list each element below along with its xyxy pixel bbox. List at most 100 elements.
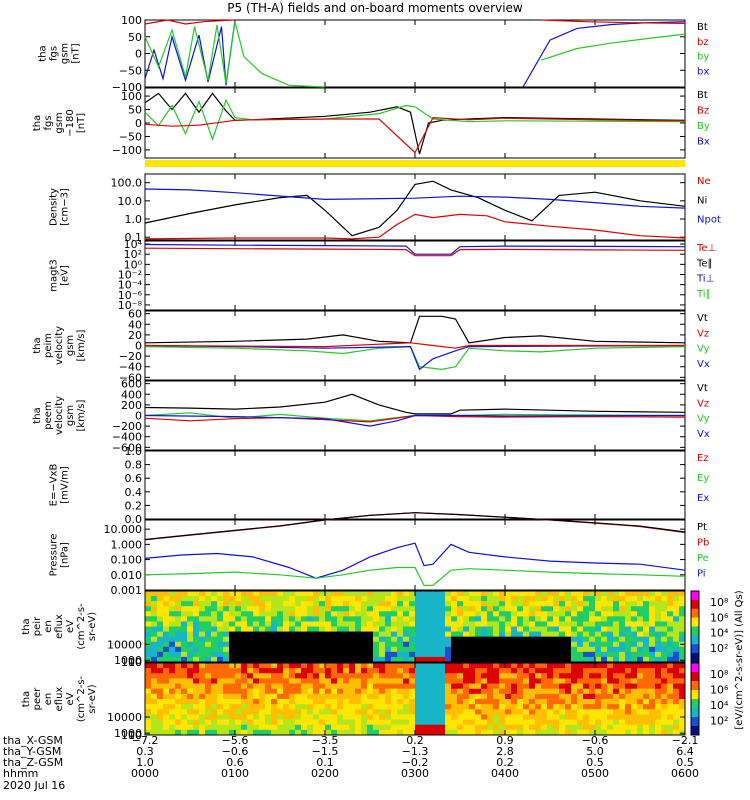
spectrogram-cell (175, 668, 182, 674)
spectrogram-cell (607, 641, 614, 648)
spectrogram-cell (343, 601, 350, 607)
spectrogram-cell (433, 678, 440, 685)
spectrogram-cell (235, 673, 242, 679)
spectrogram-cell (223, 651, 230, 658)
spectrogram-cell (295, 724, 302, 731)
spectrogram-cell (517, 626, 524, 633)
spectrogram-cell (403, 729, 410, 736)
spectrogram-cell (145, 591, 152, 597)
spectrogram-cell (541, 709, 548, 715)
spectrogram-cell (463, 621, 470, 627)
spectrogram-cell (595, 709, 602, 715)
spectrogram-cell (223, 688, 230, 695)
spectrogram-cell (283, 646, 290, 653)
spectrogram-cell (595, 704, 602, 710)
spectrogram-cell (559, 719, 566, 726)
spectrogram-cell (535, 636, 542, 643)
spectrogram-cell (175, 631, 182, 638)
spectrogram-cell (289, 636, 296, 643)
spectrogram-cell (421, 621, 428, 627)
y-tick-label: 100 (121, 90, 142, 103)
spectrogram-cell (301, 636, 308, 643)
colorbar-segment (691, 690, 699, 700)
spectrogram-cell (583, 646, 590, 653)
spectrogram-cell (457, 699, 464, 705)
spectrogram-cell (361, 646, 368, 653)
spectrogram-cell (457, 646, 464, 653)
spectrogram-cell (247, 641, 254, 648)
spectrogram-cell (499, 663, 506, 669)
spectrogram-cell (679, 678, 686, 685)
spectrogram-cell (427, 631, 434, 638)
spectrogram-cell (163, 596, 170, 602)
spectrogram-cell (433, 596, 440, 602)
spectrogram-cell (421, 641, 428, 648)
spectrogram-cell (559, 631, 566, 638)
spectrogram-cell (463, 668, 470, 674)
spectrogram-cell (343, 611, 350, 617)
spectrogram-cell (247, 626, 254, 633)
spectrogram-cell (307, 606, 314, 612)
spectrogram-cell (601, 693, 608, 700)
spectrogram-cell (535, 693, 542, 700)
spectrogram-cell (553, 601, 560, 607)
y-tick-label: 0.001 (111, 584, 143, 597)
spectrogram-cell (511, 668, 518, 674)
spectrogram-cell (667, 651, 674, 658)
spectrogram-cell (355, 651, 362, 658)
spectrogram-cell (553, 656, 560, 663)
spectrogram-cell (289, 678, 296, 685)
spectrogram-cell (565, 668, 572, 674)
spectrogram-cell (463, 596, 470, 602)
spectrogram-cell (361, 616, 368, 622)
spectrogram-cell (673, 591, 680, 597)
spectrogram-cell (643, 591, 650, 597)
spectrogram-cell (337, 606, 344, 612)
spectrogram-cell (613, 601, 620, 607)
spectrogram-cell (565, 693, 572, 700)
spectrogram-cell (205, 616, 212, 622)
spectrogram-cell (379, 656, 386, 663)
spectrogram-cell (247, 616, 254, 622)
spectrogram-cell (517, 729, 524, 736)
spectrogram-cell (211, 626, 218, 633)
spectrogram-cell (577, 631, 584, 638)
spectrogram-cell (229, 688, 236, 695)
spectrogram-cell (565, 688, 572, 695)
legend-Vt: Vt (697, 383, 708, 394)
spectrogram-cell (283, 724, 290, 731)
spectrogram-cell (259, 601, 266, 607)
spectrogram-cell (349, 683, 356, 690)
y-axis-label: fgs (49, 46, 60, 61)
spectrogram-cell (211, 601, 218, 607)
spectrogram-cell (661, 709, 668, 715)
spectrogram-cell (397, 673, 404, 679)
spectrogram-cell (613, 621, 620, 627)
spectrogram-cell (319, 641, 326, 648)
spectrogram-cell (523, 688, 530, 695)
spectrogram-cell (595, 601, 602, 607)
spectrogram-cell (259, 699, 266, 705)
spectrogram-cell (409, 651, 416, 658)
spectrogram-cell (199, 611, 206, 617)
spectrogram-cell (493, 646, 500, 653)
spectrogram-cell (379, 693, 386, 700)
panel-frame-fgs2 (144, 87, 686, 159)
spectrogram-cell (325, 596, 332, 602)
spectrogram-cell (463, 646, 470, 653)
spectrogram-cell (523, 668, 530, 674)
spectrogram-cell (271, 673, 278, 679)
spectrogram-cell (661, 656, 668, 663)
spectrogram-cell (175, 606, 182, 612)
spectrogram-cell (355, 683, 362, 690)
spectrogram-cell (655, 704, 662, 710)
legend-Pi: Pi (697, 569, 706, 580)
spectrogram-cell (517, 678, 524, 685)
y-axis-label: sr-eV) (87, 612, 98, 641)
spectrogram-cell (637, 663, 644, 669)
spectrogram-cell (475, 636, 482, 643)
spectrogram-cell (565, 621, 572, 627)
spectrogram-cell (541, 699, 548, 705)
spectrogram-cell (205, 636, 212, 643)
spectrogram-cell (493, 673, 500, 679)
